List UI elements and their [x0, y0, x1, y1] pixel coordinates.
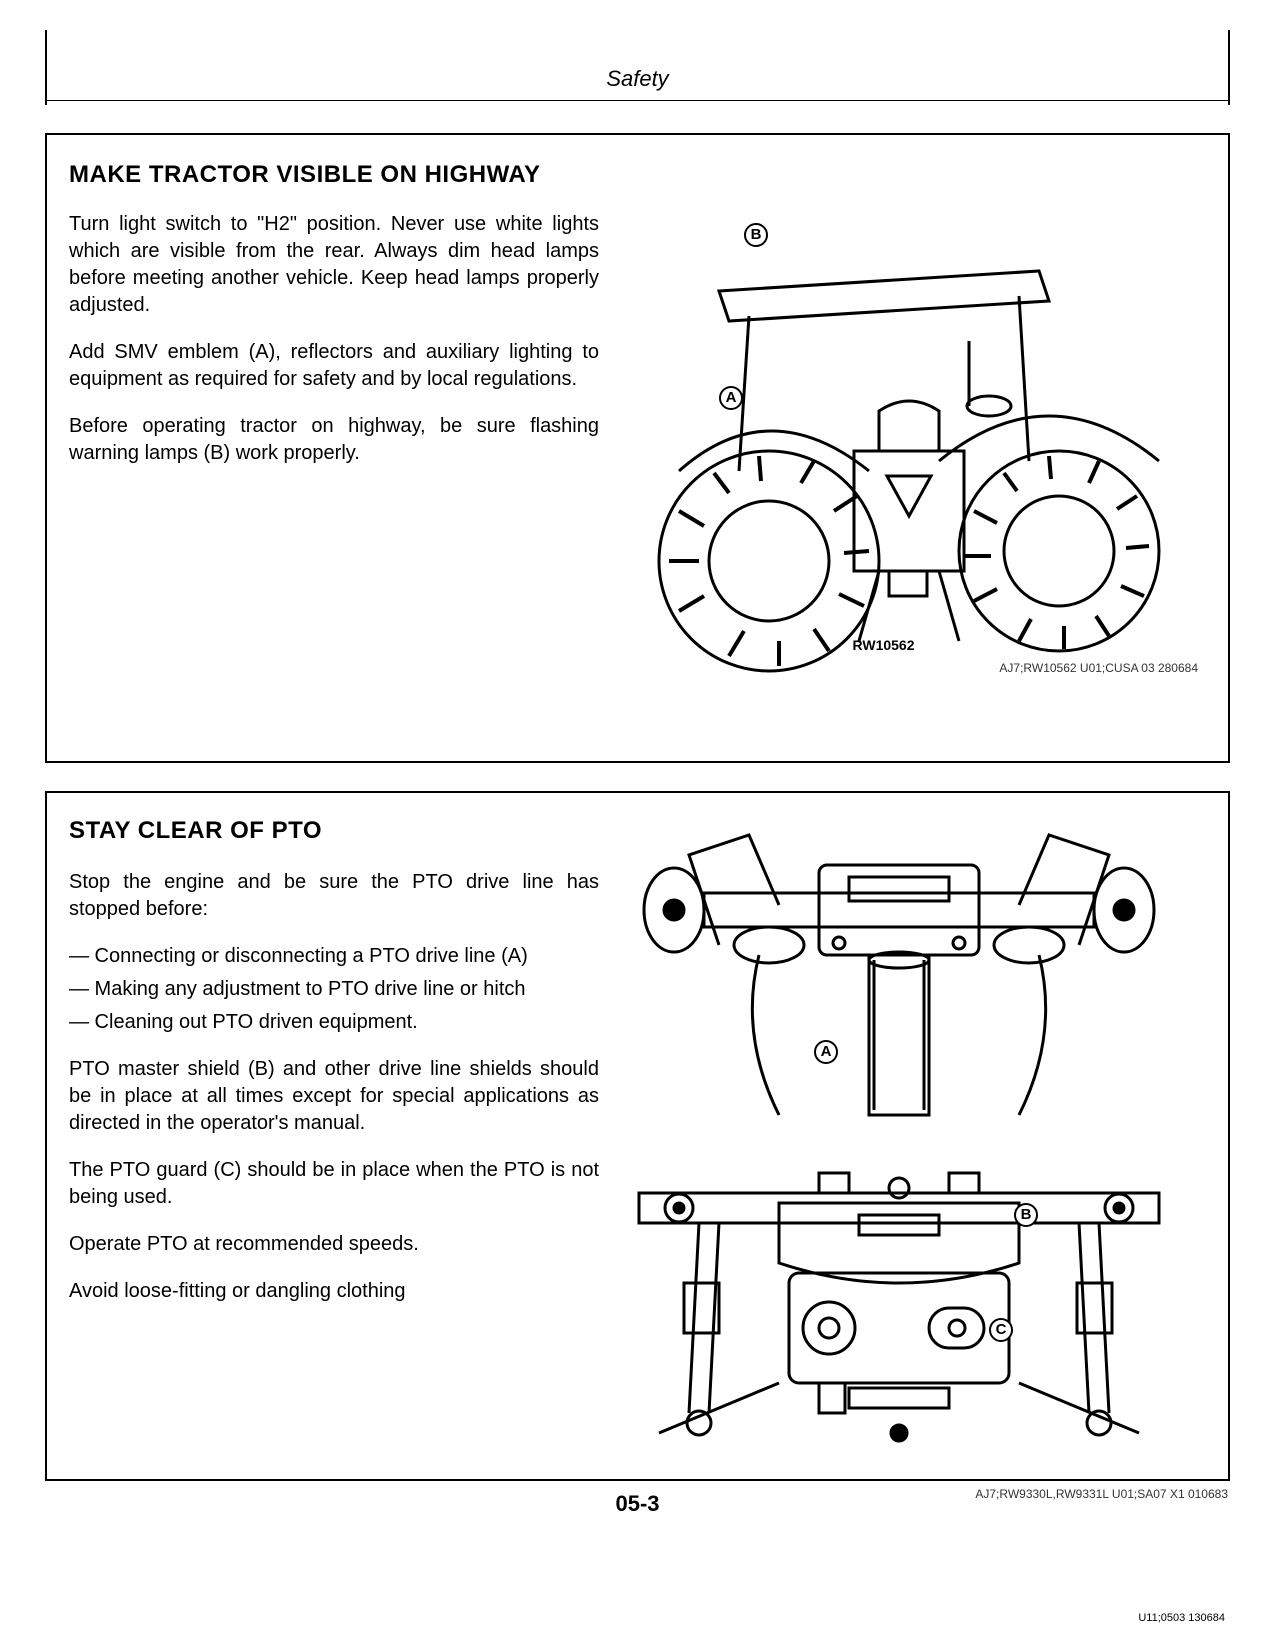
section-pto: STAY CLEAR OF PTO Stop the engine and be… — [45, 791, 1230, 1481]
callout-c2: C — [989, 1318, 1013, 1342]
pto-bottom-illustration: B C — [619, 1133, 1206, 1453]
callout-a: A — [719, 386, 743, 410]
figure1-ref: AJ7;RW10562 U01;CUSA 03 280684 — [999, 661, 1198, 675]
section2-text: STAY CLEAR OF PTO Stop the engine and be… — [69, 815, 599, 1453]
pto-top-illustration: A — [619, 815, 1206, 1125]
section2-p3: The PTO guard (C) should be in place whe… — [69, 1157, 599, 1211]
section2-li1: — Connecting or disconnecting a PTO driv… — [69, 943, 599, 970]
callout-a2: A — [814, 1040, 838, 1064]
pto-top-svg — [619, 815, 1179, 1125]
page: Safety MAKE TRACTOR VISIBLE ON HIGHWAY T… — [45, 30, 1230, 1620]
section1-title: MAKE TRACTOR VISIBLE ON HIGHWAY — [69, 161, 1206, 189]
section2-p2: PTO master shield (B) and other drive li… — [69, 1056, 599, 1137]
section1-text: Turn light switch to "H2" position. Neve… — [69, 211, 599, 681]
figure1-code: RW10562 — [853, 637, 915, 653]
section1-figure: B A RW10562 AJ7;RW10562 U01;CUSA 03 2806… — [619, 211, 1206, 681]
section-highway: MAKE TRACTOR VISIBLE ON HIGHWAY Turn lig… — [45, 133, 1230, 763]
pto-bottom-svg — [619, 1133, 1179, 1453]
callout-b: B — [744, 223, 768, 247]
section2-list: — Connecting or disconnecting a PTO driv… — [69, 943, 599, 1036]
section2-p5: Avoid loose-fitting or dangling clothing — [69, 1278, 599, 1305]
section2-p1: Stop the engine and be sure the PTO driv… — [69, 869, 599, 923]
section2-figure: A — [619, 815, 1206, 1453]
section1-p1: Turn light switch to "H2" position. Neve… — [69, 211, 599, 319]
section1-p3: Before operating tractor on highway, be … — [69, 413, 599, 467]
section2-li2: — Making any adjustment to PTO drive lin… — [69, 976, 599, 1003]
section2-body: STAY CLEAR OF PTO Stop the engine and be… — [69, 815, 1206, 1453]
page-header: Safety — [47, 30, 1228, 101]
figure2-ref: AJ7;RW9330L,RW9331L U01;SA07 X1 010683 — [975, 1487, 1228, 1501]
tractor-svg — [619, 211, 1179, 681]
section2-p4: Operate PTO at recommended speeds. — [69, 1231, 599, 1258]
callout-b2: B — [1014, 1203, 1038, 1227]
doc-ref: U11;0503 130684 — [1138, 1612, 1225, 1624]
section2-li3: — Cleaning out PTO driven equipment. — [69, 1009, 599, 1036]
section1-body: Turn light switch to "H2" position. Neve… — [69, 211, 1206, 681]
section1-p2: Add SMV emblem (A), reflectors and auxil… — [69, 339, 599, 393]
top-rule-box: Safety — [45, 30, 1230, 105]
section2-title: STAY CLEAR OF PTO — [69, 815, 599, 847]
tractor-illustration: B A — [619, 211, 1206, 681]
